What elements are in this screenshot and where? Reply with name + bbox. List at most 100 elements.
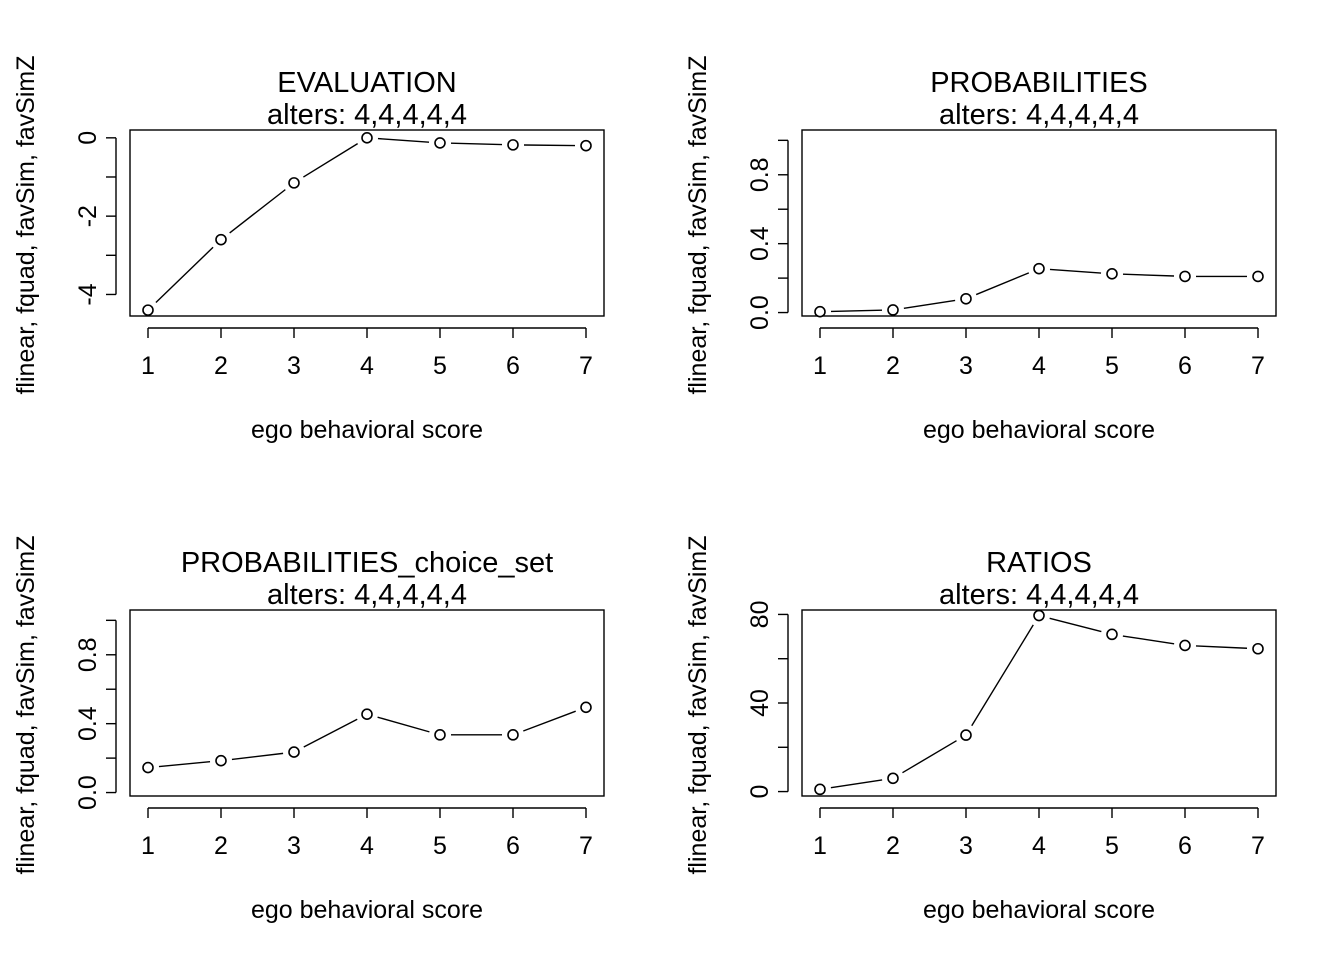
plot-frame xyxy=(801,609,1277,797)
y-tick-label: 0.0 xyxy=(74,775,102,810)
data-point xyxy=(1252,270,1264,283)
y-axis-label: flinear, fquad, favSim, favSimZ xyxy=(12,535,40,874)
x-tick-label: 6 xyxy=(506,352,520,380)
y-tick-label: 0 xyxy=(746,785,774,799)
x-tick-label: 6 xyxy=(1178,832,1192,860)
x-tick-label: 5 xyxy=(1105,832,1119,860)
data-point xyxy=(434,729,446,741)
x-axis-label: ego behavioral score xyxy=(251,416,483,444)
x-tick-label: 1 xyxy=(813,352,827,380)
x-tick-label: 3 xyxy=(959,352,973,380)
x-tick-label: 3 xyxy=(287,832,301,860)
series-line-segment xyxy=(303,718,358,748)
x-tick-label: 7 xyxy=(1251,832,1265,860)
x-tick-label: 3 xyxy=(959,832,973,860)
plot-frame xyxy=(129,609,605,797)
data-point xyxy=(1033,262,1045,275)
series-line-segment xyxy=(377,137,430,143)
x-tick-label: 1 xyxy=(141,352,155,380)
series-line-segment xyxy=(975,272,1030,296)
x-tick-label: 2 xyxy=(214,832,228,860)
series-line-segment xyxy=(1122,635,1175,645)
data-point xyxy=(1106,268,1118,280)
x-tick-label: 6 xyxy=(506,832,520,860)
series-line-segment xyxy=(155,246,214,303)
chart-title: EVALUATION xyxy=(277,67,456,99)
x-axis-label: ego behavioral score xyxy=(251,896,483,924)
x-tick-label: 7 xyxy=(1251,352,1265,380)
series-line-segment xyxy=(302,143,359,178)
series-line-segment xyxy=(903,299,956,309)
data-point xyxy=(288,177,300,189)
x-tick-label: 5 xyxy=(433,832,447,860)
y-tick-label: -4 xyxy=(74,283,102,305)
y-axis-label: flinear, fquad, favSim, favSimZ xyxy=(684,535,712,874)
x-tick-label: 2 xyxy=(886,352,900,380)
y-tick-label: 0.4 xyxy=(746,226,774,261)
series-line-segment xyxy=(971,624,1034,727)
data-point xyxy=(1179,639,1191,652)
plot-frame xyxy=(129,129,605,317)
data-point xyxy=(1252,642,1264,655)
data-point xyxy=(361,132,373,144)
series-line-segment xyxy=(1049,268,1102,274)
x-tick-label: 7 xyxy=(579,352,593,380)
chart-title: PROBABILITIES xyxy=(930,67,1148,99)
data-point xyxy=(960,292,972,305)
y-tick-label: 80 xyxy=(746,601,774,629)
y-tick-label: -2 xyxy=(74,205,102,227)
series-line-segment xyxy=(1195,645,1248,649)
chart-subtitle: alters: 4,4,4,4,4 xyxy=(267,579,467,611)
data-point xyxy=(814,783,826,796)
x-tick-label: 1 xyxy=(141,832,155,860)
series-line-segment xyxy=(830,779,883,789)
series-line-segment xyxy=(377,716,430,733)
data-point xyxy=(580,701,592,714)
series-line-segment xyxy=(830,309,883,313)
series-line-segment xyxy=(1049,617,1102,633)
data-point xyxy=(887,772,899,785)
x-tick-label: 4 xyxy=(1032,352,1046,380)
chart-subtitle: alters: 4,4,4,4,4 xyxy=(939,579,1139,611)
y-tick-label: 40 xyxy=(746,689,774,717)
series-line-segment xyxy=(523,144,576,147)
series-line-segment xyxy=(902,740,957,774)
y-tick-label: 0 xyxy=(74,131,102,145)
data-point xyxy=(507,139,519,151)
x-tick-label: 5 xyxy=(1105,352,1119,380)
y-tick-label: 0.8 xyxy=(74,637,102,672)
series-line-segment xyxy=(229,189,286,234)
x-axis-label: ego behavioral score xyxy=(923,416,1155,444)
series-line-segment xyxy=(231,752,284,761)
data-point xyxy=(887,304,899,316)
data-point xyxy=(814,305,826,318)
data-point xyxy=(960,729,972,741)
x-tick-label: 2 xyxy=(886,832,900,860)
y-tick-label: 0.0 xyxy=(746,295,774,330)
series-line-segment xyxy=(523,710,576,732)
data-point xyxy=(142,304,154,316)
data-point xyxy=(1179,270,1191,283)
data-point xyxy=(142,761,154,774)
x-tick-label: 6 xyxy=(1178,352,1192,380)
data-point xyxy=(215,754,227,767)
x-tick-label: 3 xyxy=(287,352,301,380)
y-tick-label: 0.4 xyxy=(74,706,102,741)
chart-subtitle: alters: 4,4,4,4,4 xyxy=(267,99,467,131)
data-point xyxy=(215,233,227,246)
series-line-segment xyxy=(450,142,503,146)
data-point xyxy=(507,729,519,741)
data-point xyxy=(434,137,446,149)
series-line-segment xyxy=(1122,273,1175,277)
x-tick-label: 1 xyxy=(813,832,827,860)
x-tick-label: 5 xyxy=(433,352,447,380)
data-point xyxy=(361,708,373,720)
y-axis-label: flinear, fquad, favSim, favSimZ xyxy=(684,55,712,394)
data-point xyxy=(1033,609,1045,622)
plot-frame xyxy=(801,129,1277,317)
x-tick-label: 7 xyxy=(579,832,593,860)
series-line-segment xyxy=(158,761,211,768)
